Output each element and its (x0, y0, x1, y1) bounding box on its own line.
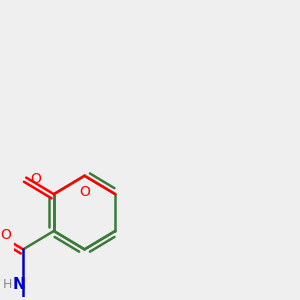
Text: H: H (3, 278, 13, 291)
Text: O: O (31, 172, 41, 186)
Text: O: O (0, 228, 11, 242)
Text: N: N (13, 277, 25, 292)
Text: O: O (79, 185, 90, 199)
